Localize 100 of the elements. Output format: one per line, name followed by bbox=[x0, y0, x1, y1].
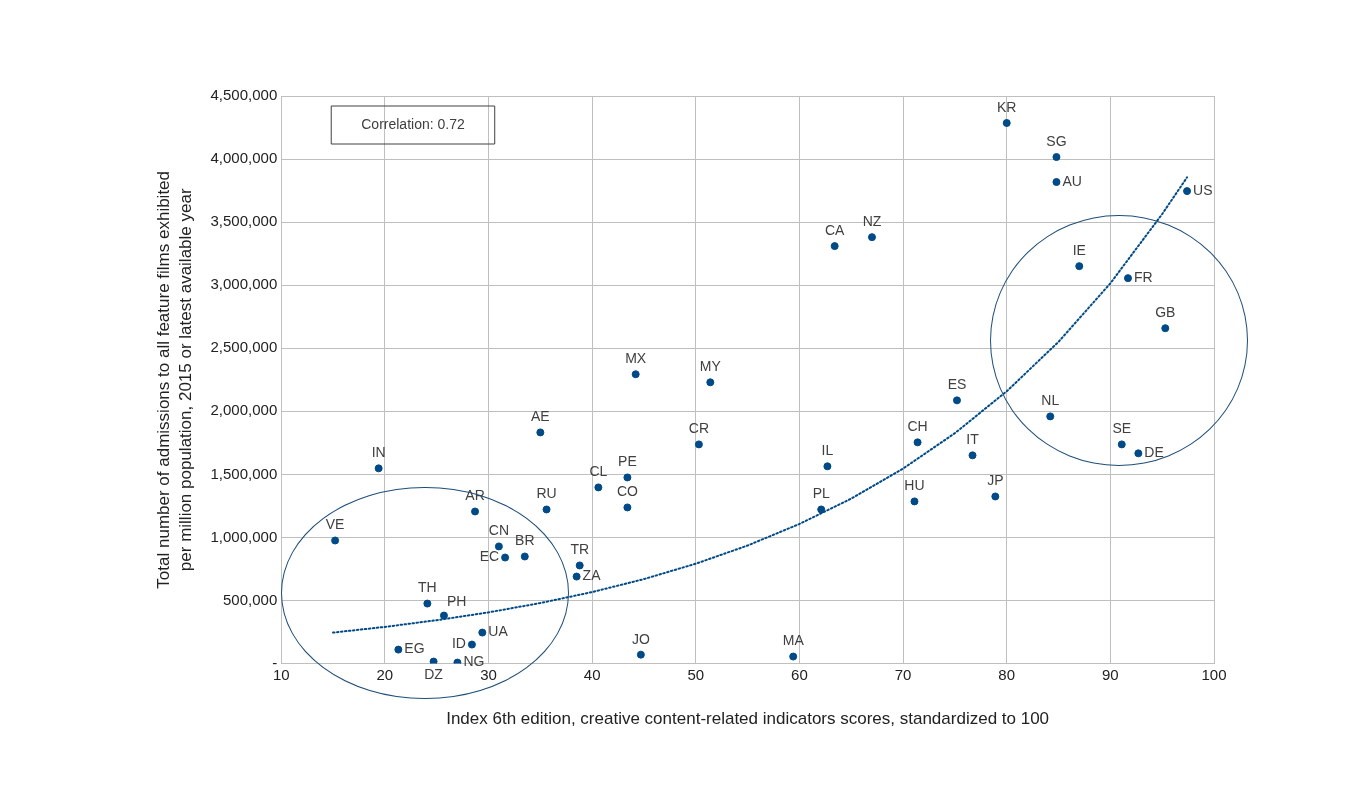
point bbox=[575, 561, 584, 570]
point bbox=[789, 652, 798, 661]
y-tick-label: 2,000,000 bbox=[210, 401, 278, 419]
point bbox=[1134, 449, 1143, 458]
x-tick-label: 80 bbox=[998, 665, 1016, 683]
y-tick-label: 500,000 bbox=[223, 590, 278, 608]
annotation: CA bbox=[824, 221, 846, 238]
annotation: ID bbox=[451, 635, 466, 652]
point bbox=[501, 553, 510, 562]
annotation: SE bbox=[1112, 420, 1132, 437]
x-tick-label: 20 bbox=[376, 665, 394, 683]
y-tick-label: 4,500,000 bbox=[210, 86, 278, 104]
point bbox=[623, 503, 632, 512]
annotation: IT bbox=[966, 431, 980, 448]
annotation: MA bbox=[782, 632, 805, 649]
annotation: TR bbox=[570, 541, 590, 558]
annotation: HU bbox=[904, 477, 925, 494]
annotation: EG bbox=[404, 640, 425, 657]
annotation: PH bbox=[446, 593, 467, 610]
annotation: UA bbox=[488, 623, 509, 640]
annotation: IN bbox=[371, 444, 386, 461]
annotation: RU bbox=[536, 485, 557, 502]
annotation: CN bbox=[488, 522, 509, 539]
point bbox=[542, 505, 551, 514]
annotation: ES bbox=[947, 376, 967, 393]
annotation: JO bbox=[631, 630, 650, 647]
point bbox=[910, 497, 919, 506]
point bbox=[423, 599, 432, 608]
point bbox=[991, 492, 1000, 501]
point bbox=[1052, 153, 1061, 162]
point bbox=[867, 233, 876, 242]
annotation: JP bbox=[987, 472, 1004, 489]
point bbox=[636, 650, 645, 659]
point bbox=[1161, 324, 1170, 333]
annotation: PE bbox=[618, 453, 637, 470]
point bbox=[471, 507, 480, 516]
annotation: CH bbox=[907, 418, 928, 435]
annotation: CR bbox=[688, 420, 710, 437]
x-tick-label: 50 bbox=[687, 665, 705, 683]
point bbox=[631, 370, 640, 379]
point bbox=[1183, 187, 1192, 196]
point bbox=[374, 464, 383, 473]
annotation: US bbox=[1193, 181, 1213, 198]
point bbox=[706, 378, 715, 387]
point bbox=[968, 451, 977, 460]
annotation: Correlation: 0.72 bbox=[361, 115, 465, 132]
annotation: DE bbox=[1144, 444, 1164, 461]
point bbox=[1075, 262, 1084, 271]
annotation: AE bbox=[531, 408, 550, 425]
y-tick-label: 1,000,000 bbox=[210, 527, 278, 545]
point bbox=[394, 645, 403, 654]
annotation: EC bbox=[479, 548, 500, 565]
annotation: AU bbox=[1062, 172, 1082, 189]
annotation: KR bbox=[996, 98, 1017, 115]
x-tick-label: 40 bbox=[583, 665, 601, 683]
point bbox=[913, 438, 922, 447]
point bbox=[331, 536, 340, 545]
annotation: CO bbox=[616, 483, 638, 500]
x-tick-label: 70 bbox=[894, 665, 912, 683]
point bbox=[594, 483, 603, 492]
point bbox=[429, 657, 438, 664]
point bbox=[952, 396, 961, 405]
point bbox=[1123, 274, 1132, 283]
annotation: ZA bbox=[582, 567, 602, 584]
point bbox=[478, 628, 487, 637]
y-tick-label: 3,500,000 bbox=[210, 212, 278, 230]
annotation: MX bbox=[625, 350, 647, 367]
x-tick-label: 100 bbox=[1201, 665, 1227, 683]
annotation: TH bbox=[418, 579, 437, 596]
point bbox=[467, 640, 476, 649]
point bbox=[1002, 118, 1011, 127]
annotation: PL bbox=[812, 485, 830, 502]
annotation: SG bbox=[1046, 132, 1067, 149]
annotation: IL bbox=[821, 442, 834, 459]
point bbox=[439, 611, 448, 620]
point bbox=[1052, 178, 1061, 187]
y-tick-label: 3,000,000 bbox=[210, 275, 278, 293]
y-tick-label: 4,000,000 bbox=[210, 149, 278, 167]
x-tick-label: 90 bbox=[1102, 665, 1119, 683]
annotation: FR bbox=[1133, 269, 1153, 285]
annotation: DZ bbox=[424, 666, 444, 683]
point bbox=[1117, 440, 1126, 449]
point bbox=[520, 552, 529, 561]
point bbox=[623, 473, 632, 482]
point bbox=[494, 542, 503, 551]
point bbox=[1046, 412, 1055, 421]
y-tick-label: 1,500,000 bbox=[210, 464, 278, 482]
point bbox=[536, 428, 545, 437]
annotation: NZ bbox=[862, 213, 882, 229]
annotation: VE bbox=[325, 516, 345, 533]
annotation: BR bbox=[515, 532, 535, 549]
point bbox=[830, 242, 839, 251]
annotation: MY bbox=[699, 358, 722, 375]
point bbox=[572, 572, 581, 581]
annotation: CL bbox=[589, 463, 608, 480]
annotation: IE bbox=[1072, 242, 1086, 259]
y-axis-title: Total number of admissions to all feature films exhibited per million population, 2015 or latest available year bbox=[154, 170, 195, 589]
point bbox=[694, 440, 703, 449]
annotation: GB bbox=[1155, 304, 1176, 321]
point bbox=[823, 462, 832, 471]
